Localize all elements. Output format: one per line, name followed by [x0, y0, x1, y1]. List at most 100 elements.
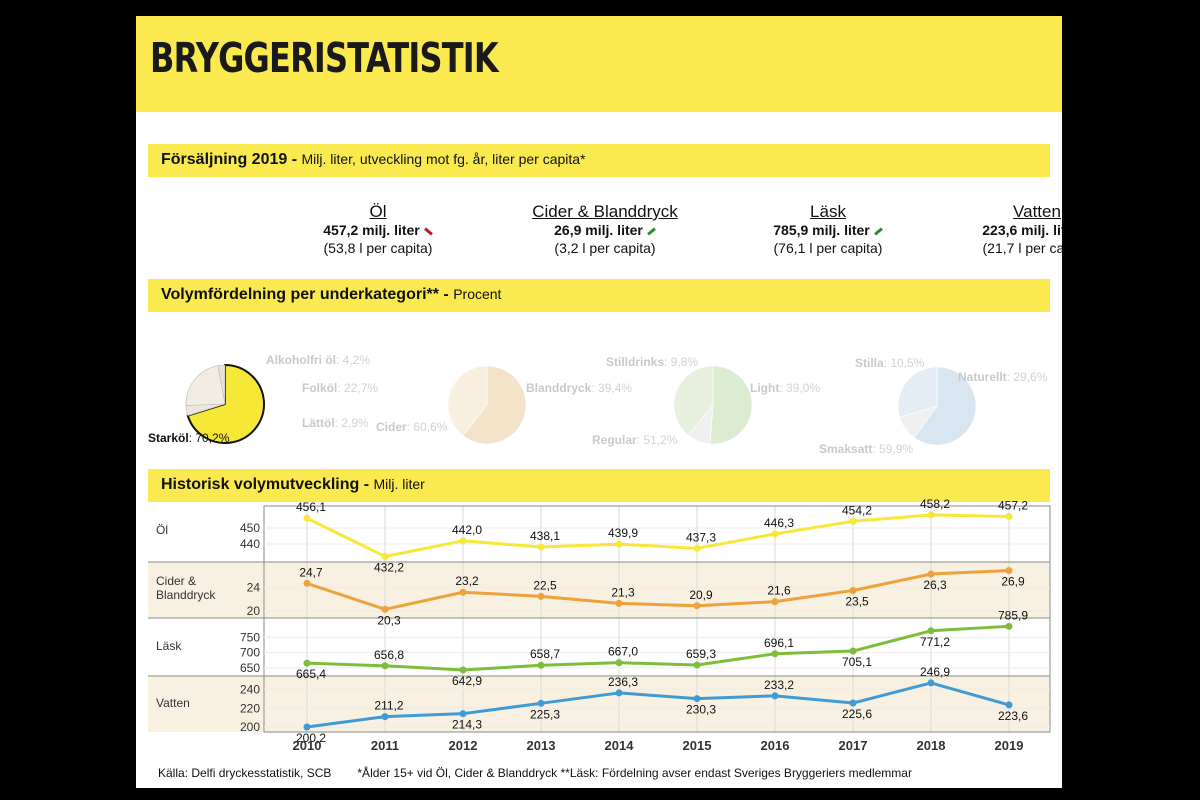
value-label-vatten-2019: 223,6 [998, 709, 1028, 723]
point-vatten-2017 [849, 699, 857, 707]
point-lask-2018 [927, 627, 935, 635]
kpi-vatten-value: 223,6 milj. liter [982, 222, 1062, 238]
x-tick-2013: 2013 [527, 738, 556, 753]
series-line-lask [306, 624, 1010, 672]
sales-title: Försäljning 2019 - [161, 151, 298, 168]
point-ol-2019 [1005, 512, 1013, 520]
point-ol-2017 [849, 517, 857, 525]
point-cider-blanddryck-2014 [615, 599, 623, 607]
pie-slice-folkol [185, 365, 226, 406]
point-cider-blanddryck-2013 [537, 592, 545, 600]
kpi-lask-value: 785,9 milj. liter [773, 222, 870, 238]
series-name-cider-blanddryck: Cider & [156, 574, 196, 588]
pie-label-lattol: Lättöl: 2,9% [302, 416, 369, 430]
volume-title: Volymfördelning per underkategori** - [161, 286, 449, 303]
pie-label-regular: Regular: 51,2% [592, 433, 678, 447]
kpi-cider: Cider & Blanddryck 26,9 milj. liter (3,2… [495, 203, 715, 257]
pie-slice-regular [709, 365, 753, 445]
point-lask-2019 [1005, 622, 1013, 630]
point-ol-2011 [381, 552, 389, 560]
value-label-vatten-2012: 214,3 [452, 718, 482, 732]
y-tick-vatten-240: 240 [240, 682, 260, 696]
y-tick-lask-650: 650 [240, 661, 260, 675]
value-label-cider-blanddryck-2013: 22,5 [533, 578, 557, 592]
point-cider-blanddryck-2019 [1005, 566, 1013, 574]
series-name-ol: Öl [156, 523, 168, 537]
pie-label-folkol: Folköl: 22,7% [302, 381, 378, 395]
value-label-cider-blanddryck-2018: 26,3 [923, 578, 947, 592]
pie-label-blanddryck: Blanddryck: 39,4% [526, 381, 632, 395]
x-tick-2016: 2016 [761, 738, 790, 753]
value-label-vatten-2016: 233,2 [764, 678, 794, 692]
x-tick-2015: 2015 [683, 738, 712, 753]
point-vatten-2016 [771, 692, 779, 700]
value-label-cider-blanddryck-2019: 26,9 [1001, 574, 1025, 588]
value-label-vatten-2015: 230,3 [686, 703, 716, 717]
value-label-ol-2013: 438,1 [530, 529, 560, 543]
pie-label-starkol: Starköl: 70,2% [148, 431, 230, 445]
pie-slice-blanddryck [447, 365, 488, 437]
value-label-lask-2015: 659,3 [686, 647, 716, 661]
value-label-ol-2015: 437,3 [686, 530, 716, 544]
value-label-vatten-2017: 225,6 [842, 707, 872, 721]
point-lask-2015 [693, 661, 701, 669]
value-label-lask-2014: 667,0 [608, 645, 638, 659]
y-tick-cider-blanddryck-24: 24 [247, 581, 261, 595]
pie-label-naturellt: Naturellt: 29,6% [958, 370, 1048, 384]
value-label-ol-2010: 456,1 [296, 500, 326, 514]
kpi-vatten-name: Vatten [1013, 202, 1061, 221]
point-lask-2010 [303, 659, 311, 667]
pie-slice-smaksatt [913, 366, 977, 446]
panel-band-vatten [148, 676, 1050, 732]
value-label-ol-2017: 454,2 [842, 503, 872, 517]
title-banner: BRYGGERISTATISTIK [136, 16, 1062, 112]
x-tick-2012: 2012 [449, 738, 478, 753]
point-lask-2016 [771, 650, 779, 658]
plot-frame [263, 505, 1051, 733]
series-line-cider-blanddryck [306, 568, 1010, 611]
value-label-lask-2010: 665,4 [296, 667, 326, 681]
point-ol-2010 [303, 514, 311, 522]
value-label-vatten-2014: 236,3 [608, 675, 638, 689]
trend-up-icon [873, 227, 883, 236]
point-vatten-2014 [615, 689, 623, 697]
kpi-lask-name: Läsk [810, 202, 846, 221]
value-label-ol-2014: 439,9 [608, 526, 638, 540]
value-label-cider-blanddryck-2014: 21,3 [611, 585, 635, 599]
volume-subtitle: Procent [453, 286, 502, 302]
pie-slice-light [673, 365, 714, 436]
point-cider-blanddryck-2011 [381, 605, 389, 613]
panel-band-cider-blanddryck [148, 562, 1050, 618]
point-ol-2016 [771, 530, 779, 538]
pie-slice-starkol [186, 363, 265, 444]
sales-subtitle: Milj. liter, utveckling mot fg. år, lite… [301, 151, 586, 167]
point-vatten-2015 [693, 695, 701, 703]
pie-label-cider: Cider: 60,6% [376, 420, 448, 434]
series-line-ol [306, 513, 1010, 558]
y-tick-ol-450: 450 [240, 521, 260, 535]
y-tick-vatten-200: 200 [240, 720, 260, 734]
value-label-ol-2011: 432,2 [374, 560, 404, 574]
point-vatten-2010 [303, 723, 311, 731]
kpi-ol-name: Öl [369, 202, 387, 221]
point-vatten-2019 [1005, 701, 1013, 709]
x-tick-2014: 2014 [605, 738, 635, 753]
kpi-cider-value: 26,9 milj. liter [554, 222, 643, 238]
x-tick-2011: 2011 [371, 738, 399, 753]
value-label-lask-2018: 771,2 [920, 635, 950, 649]
x-tick-2010: 2010 [293, 738, 322, 753]
value-label-cider-blanddryck-2010: 24,7 [299, 565, 323, 579]
value-label-lask-2013: 658,7 [530, 647, 560, 661]
value-label-vatten-2018: 246,9 [920, 665, 950, 679]
history-section-header: Historisk volymutveckling - Milj. liter [148, 469, 1050, 502]
value-label-vatten-2011: 211,2 [374, 699, 403, 713]
x-tick-2019: 2019 [995, 738, 1024, 753]
point-vatten-2013 [537, 699, 545, 707]
series-name-lask: Läsk [156, 639, 182, 653]
y-tick-lask-750: 750 [240, 630, 260, 644]
y-tick-ol-440: 440 [240, 537, 260, 551]
point-lask-2012 [459, 666, 467, 674]
x-tick-2018: 2018 [917, 738, 946, 753]
point-ol-2012 [459, 537, 467, 545]
y-tick-cider-blanddryck-20: 20 [247, 604, 261, 618]
